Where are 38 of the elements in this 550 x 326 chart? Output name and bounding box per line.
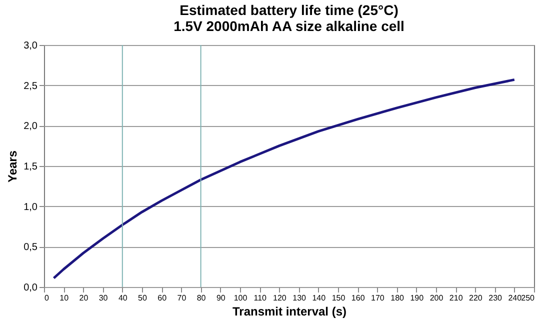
x-tick-label: 0 [44, 294, 50, 302]
x-tick-label: 220 [469, 294, 483, 302]
line-series [52, 78, 516, 280]
x-tick-label: 50 [138, 294, 148, 302]
chart-title: Estimated battery life time (25°C) [180, 2, 398, 18]
x-tick-label: 130 [292, 294, 307, 302]
x-tick-label: 150 [332, 294, 346, 302]
x-tick-label: 140 [312, 294, 326, 302]
x-axis-title: Transmit interval (s) [232, 304, 347, 318]
x-tick-label: 250 [521, 294, 536, 302]
x-tick-label: 180 [390, 294, 405, 302]
x-tick-label: 20 [79, 294, 89, 302]
y-tick-label: 3,0 [24, 40, 38, 52]
x-tick-label: 160 [351, 294, 366, 302]
x-tick-label: 120 [273, 294, 287, 302]
y-tick-label: 0,5 [24, 242, 38, 254]
y-tick-label: 2,5 [24, 80, 38, 92]
y-tick-label: 0,0 [24, 282, 38, 294]
y-axis-title: Years [6, 150, 20, 183]
x-tick-label: 190 [410, 294, 424, 302]
x-tick-label: 110 [254, 294, 268, 302]
x-tick-label: 200 [430, 294, 444, 302]
chart-subtitle: 1.5V 2000mAh AA size alkaline cell [174, 18, 404, 34]
x-tick-label: 100 [234, 294, 248, 302]
x-tick-label: 210 [449, 294, 464, 302]
y-tick-label: 1,5 [24, 162, 38, 172]
x-tick-label: 40 [118, 294, 128, 302]
x-tick-label: 90 [216, 294, 226, 302]
x-tick-label: 230 [488, 294, 503, 302]
x-tick-label: 10 [60, 294, 70, 302]
x-tick-label: 170 [371, 294, 385, 302]
x-tick-label: 80 [196, 294, 206, 302]
x-tick-label: 30 [98, 294, 108, 302]
y-tick-label: 2,0 [24, 121, 38, 132]
x-tick-label: 70 [177, 294, 187, 302]
x-tick-label: 240 [508, 294, 522, 302]
x-tick-label: 60 [158, 294, 168, 302]
y-tick-label: 1,0 [24, 202, 38, 213]
